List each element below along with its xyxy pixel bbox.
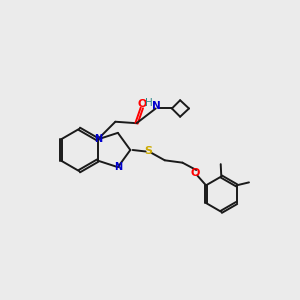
Text: O: O xyxy=(190,168,200,178)
Text: N: N xyxy=(114,162,122,172)
Text: S: S xyxy=(145,146,153,157)
Text: N: N xyxy=(94,134,102,144)
Text: H: H xyxy=(145,98,153,108)
Text: N: N xyxy=(152,101,161,111)
Text: O: O xyxy=(137,99,146,109)
